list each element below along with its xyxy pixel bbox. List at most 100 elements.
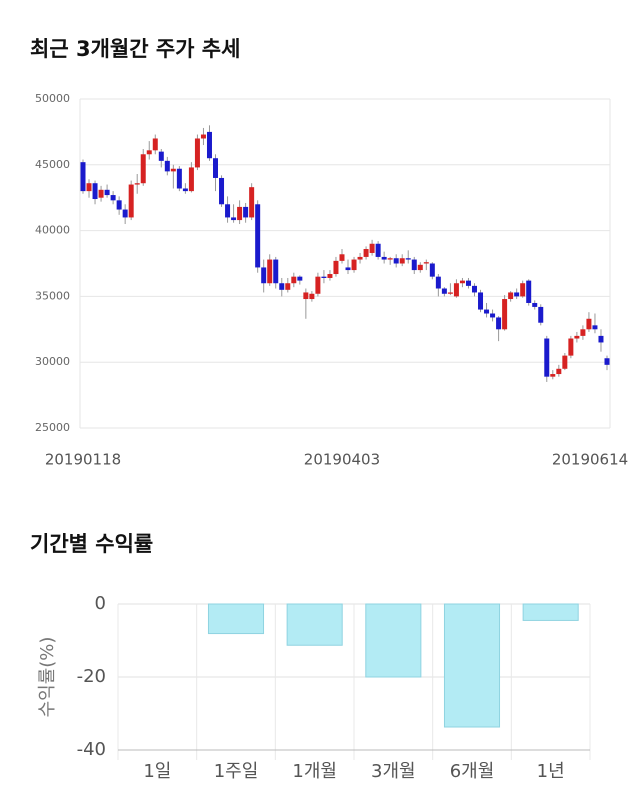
candle-body bbox=[441, 288, 447, 294]
bar bbox=[207, 603, 265, 635]
candle-body bbox=[309, 293, 315, 300]
y-tick-label: -20 bbox=[77, 666, 106, 687]
candle-body bbox=[478, 292, 484, 310]
candle-body bbox=[206, 131, 212, 159]
x-tick-label: 20190614 bbox=[552, 451, 628, 469]
candle-body bbox=[556, 368, 562, 375]
candle-body bbox=[164, 160, 170, 172]
y-tick-label: 25000 bbox=[35, 421, 70, 434]
candle-body bbox=[285, 283, 291, 290]
x-tick-label: 1일 bbox=[143, 761, 171, 782]
bar bbox=[286, 603, 343, 646]
candle-body bbox=[182, 188, 188, 192]
candle-body bbox=[231, 217, 237, 221]
candle-body bbox=[423, 262, 429, 264]
candle-body bbox=[369, 243, 375, 253]
candle-body bbox=[399, 258, 405, 264]
candle-body bbox=[170, 168, 176, 172]
candle-body bbox=[490, 313, 496, 318]
candle-body bbox=[484, 309, 490, 314]
candle-body bbox=[598, 335, 604, 343]
candle-body bbox=[544, 338, 550, 377]
candle-body bbox=[213, 158, 219, 178]
y-tick-label: 45000 bbox=[35, 158, 70, 171]
candle-body bbox=[327, 274, 333, 278]
candle-body bbox=[225, 204, 231, 218]
x-tick-label: 1주일 bbox=[214, 761, 259, 782]
candle-body bbox=[267, 259, 273, 284]
candle-body bbox=[237, 206, 243, 221]
candle-body bbox=[104, 189, 110, 196]
candle-body bbox=[86, 183, 92, 192]
candle-body bbox=[122, 209, 128, 218]
candle-body bbox=[453, 283, 459, 297]
x-tick-label: 6개월 bbox=[450, 761, 495, 782]
bar bbox=[443, 603, 501, 728]
candle-body bbox=[562, 355, 568, 369]
candle-body bbox=[243, 206, 249, 218]
candle-body bbox=[411, 259, 417, 271]
candle-body bbox=[140, 154, 146, 184]
y-axis-label: 수익률(%) bbox=[37, 637, 58, 718]
y-tick-label: -40 bbox=[77, 739, 106, 760]
candle-body bbox=[375, 243, 381, 257]
candle-body bbox=[98, 189, 104, 198]
candle-body bbox=[116, 200, 122, 210]
candle-body bbox=[417, 264, 423, 271]
candle-body bbox=[357, 256, 363, 260]
candle-body bbox=[550, 374, 556, 377]
candle-body bbox=[580, 329, 586, 336]
candle-body bbox=[194, 138, 200, 168]
candle-body bbox=[447, 292, 453, 294]
bar bbox=[365, 603, 422, 678]
candle-body bbox=[502, 299, 508, 330]
candle-body bbox=[429, 263, 435, 277]
x-tick-label: 1년 bbox=[537, 761, 565, 782]
candle-body bbox=[128, 184, 134, 218]
y-tick-label: 0 bbox=[95, 593, 106, 614]
chart-title: 최근 3개월간 주가 추세 bbox=[30, 37, 240, 61]
candle-body bbox=[110, 195, 116, 201]
candle-body bbox=[586, 318, 592, 330]
candle-body bbox=[520, 283, 526, 297]
candle-body bbox=[219, 177, 225, 205]
candle-body bbox=[200, 134, 206, 139]
candle-body bbox=[297, 276, 303, 281]
candle-body bbox=[508, 292, 514, 300]
candle-body bbox=[532, 302, 538, 307]
candle-body bbox=[465, 280, 471, 286]
candle-body bbox=[134, 183, 140, 185]
y-tick-label: 50000 bbox=[35, 92, 70, 105]
candle-body bbox=[315, 276, 321, 294]
candle-body bbox=[592, 325, 598, 330]
candle-body bbox=[146, 150, 152, 155]
candle-body bbox=[339, 254, 345, 261]
candle-body bbox=[321, 276, 327, 278]
candle-body bbox=[351, 259, 357, 271]
bar bbox=[522, 603, 579, 621]
candle-body bbox=[176, 168, 182, 189]
candle-body bbox=[92, 183, 98, 200]
candle-body bbox=[568, 338, 574, 356]
candle-body bbox=[604, 358, 610, 365]
candle-body bbox=[393, 258, 399, 264]
x-tick-label: 20190403 bbox=[304, 451, 380, 469]
candle-body bbox=[303, 292, 309, 300]
candle-body bbox=[405, 258, 411, 260]
candle-body bbox=[158, 151, 164, 161]
candle-body bbox=[80, 162, 86, 192]
candle-body bbox=[152, 138, 158, 151]
candle-body bbox=[363, 249, 369, 257]
candle-body bbox=[279, 283, 285, 290]
candle-body bbox=[496, 317, 502, 330]
x-tick-label: 3개월 bbox=[371, 761, 416, 782]
candle-body bbox=[435, 276, 441, 289]
candle-body bbox=[514, 292, 520, 297]
candle-body bbox=[249, 187, 255, 218]
candle-body bbox=[538, 306, 544, 323]
candle-body bbox=[381, 256, 387, 260]
candle-body bbox=[255, 204, 261, 268]
candle-body bbox=[387, 258, 393, 260]
x-tick-label: 20190118 bbox=[45, 451, 121, 469]
